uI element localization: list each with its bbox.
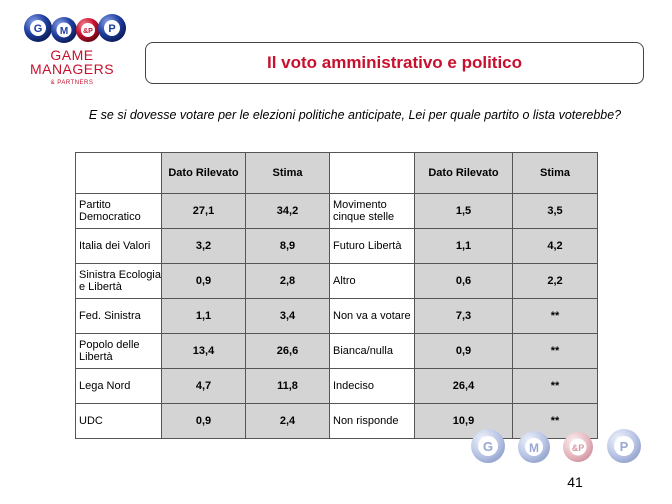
stima-value: 4,2 [512, 228, 598, 264]
table-row: Sinistra Ecologia e Libertà 0,9 2,8 Altr… [75, 263, 598, 299]
party-label: Futuro Libertà [329, 228, 415, 264]
dato-value: 0,9 [161, 403, 246, 439]
party-label: Indeciso [329, 368, 415, 404]
stima-value: ** [512, 368, 598, 404]
watermark-ball-letter: M [529, 441, 539, 455]
vote-table: Dato Rilevato Stima Dato Rilevato Stima … [75, 152, 598, 439]
stima-value: 3,4 [245, 298, 330, 334]
party-label: Non risponde [329, 403, 415, 439]
dato-value: 27,1 [161, 193, 246, 229]
header-dato-rilevato: Dato Rilevato [414, 152, 513, 194]
dato-value: 0,9 [161, 263, 246, 299]
dato-value: 0,9 [414, 333, 513, 369]
party-label: Lega Nord [75, 368, 162, 404]
table-row: Partito Democratico 27,1 34,2 Movimento … [75, 193, 598, 229]
slide-title-box: Il voto amministrativo e politico [145, 42, 644, 84]
logo-ball-letter: &P [83, 28, 93, 35]
logo-ball-letter: P [108, 23, 115, 35]
party-label: Sinistra Ecologia e Libertà [75, 263, 162, 299]
party-label: UDC [75, 403, 162, 439]
stima-value: 26,6 [245, 333, 330, 369]
party-label: Non va a votare [329, 298, 415, 334]
watermark-logo-icon: G M &P P [471, 429, 641, 463]
dato-value: 7,3 [414, 298, 513, 334]
table-row: UDC 0,9 2,4 Non risponde 10,9 ** [75, 403, 598, 439]
stima-value: 34,2 [245, 193, 330, 229]
header-blank-right [329, 152, 415, 194]
party-label: Altro [329, 263, 415, 299]
stima-value: ** [512, 298, 598, 334]
logo-ball-letter: M [60, 26, 68, 37]
survey-question: E se si dovesse votare per le elezioni p… [88, 108, 622, 122]
table-row: Italia dei Valori 3,2 8,9 Futuro Libertà… [75, 228, 598, 264]
page-number: 41 [567, 474, 583, 490]
party-label: Partito Democratico [75, 193, 162, 229]
header-stima: Stima [245, 152, 330, 194]
dato-value: 3,2 [161, 228, 246, 264]
dato-value: 0,6 [414, 263, 513, 299]
stima-value: ** [512, 403, 598, 439]
table-row: Lega Nord 4,7 11,8 Indeciso 26,4 ** [75, 368, 598, 404]
watermark-ball-letter: G [483, 439, 493, 454]
header-stima: Stima [512, 152, 598, 194]
stima-value: 3,5 [512, 193, 598, 229]
logo-line-2: MANAGERS [29, 61, 115, 77]
company-logo: G M &P P GAME MANAGERS & PARTNERS [14, 12, 130, 90]
party-label: Movimento cinque stelle [329, 193, 415, 229]
watermark-ball-letter: &P [572, 443, 585, 453]
stima-value: 8,9 [245, 228, 330, 264]
logo-balls-icon: G M &P P [24, 14, 126, 43]
stima-value: 2,4 [245, 403, 330, 439]
table-row: Fed. Sinistra 1,1 3,4 Non va a votare 7,… [75, 298, 598, 334]
stima-value: ** [512, 333, 598, 369]
table-row: Popolo delle Libertà 13,4 26,6 Bianca/nu… [75, 333, 598, 369]
dato-value: 1,1 [161, 298, 246, 334]
dato-value: 1,1 [414, 228, 513, 264]
dato-value: 1,5 [414, 193, 513, 229]
logo-line-1: GAME [50, 47, 94, 63]
stima-value: 2,8 [245, 263, 330, 299]
party-label: Italia dei Valori [75, 228, 162, 264]
logo-subtitle: & PARTNERS [50, 80, 94, 86]
party-label: Fed. Sinistra [75, 298, 162, 334]
party-label: Popolo delle Libertà [75, 333, 162, 369]
logo-ball-letter: G [34, 23, 43, 35]
slide-title: Il voto amministrativo e politico [266, 53, 523, 72]
dato-value: 26,4 [414, 368, 513, 404]
dato-value: 13,4 [161, 333, 246, 369]
party-label: Bianca/nulla [329, 333, 415, 369]
watermark-ball-letter: P [620, 439, 629, 454]
header-blank-left [75, 152, 162, 194]
stima-value: 11,8 [245, 368, 330, 404]
dato-value: 4,7 [161, 368, 246, 404]
stima-value: 2,2 [512, 263, 598, 299]
table-header-row: Dato Rilevato Stima Dato Rilevato Stima [75, 152, 598, 194]
header-dato-rilevato: Dato Rilevato [161, 152, 246, 194]
